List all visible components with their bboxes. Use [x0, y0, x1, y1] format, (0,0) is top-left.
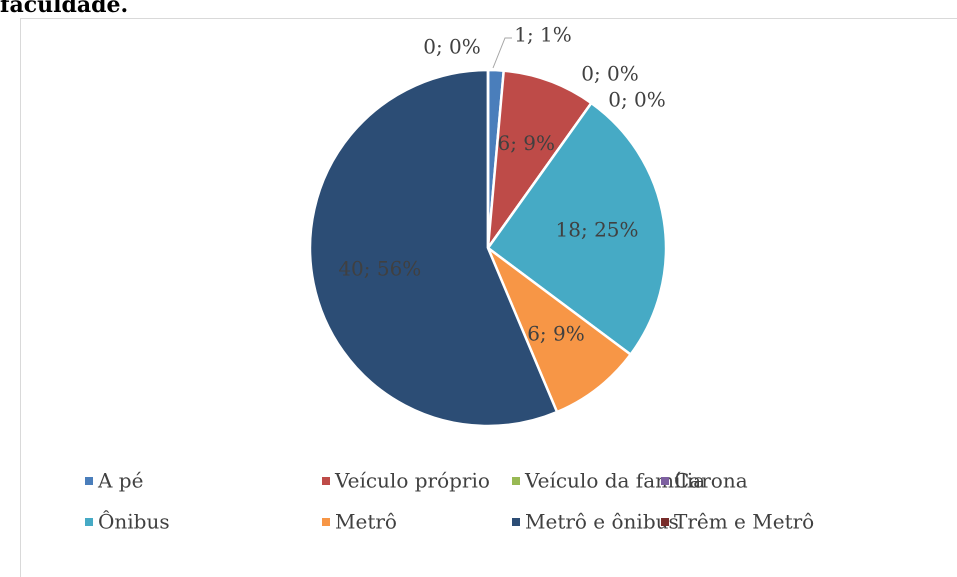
legend-swatch	[85, 477, 93, 485]
data-label: 6; 9%	[527, 321, 585, 345]
legend-swatch	[322, 518, 330, 526]
pie-slice	[486, 69, 594, 253]
pie-slice	[486, 101, 668, 357]
data-label: 40; 56%	[338, 256, 421, 280]
legend-label: Metrô	[335, 510, 397, 534]
legend-swatch	[661, 477, 669, 485]
leader-line	[492, 37, 512, 69]
legend-label: Metrô e ônibus	[525, 510, 679, 534]
legend-swatch	[512, 477, 520, 485]
legend-label: Veículo próprio	[334, 469, 490, 493]
data-label: 18; 25%	[556, 217, 639, 241]
data-label: 1; 1%	[514, 23, 572, 47]
legend-swatch	[512, 518, 520, 526]
data-label: 0; 0%	[608, 88, 666, 112]
legend-swatch	[661, 518, 669, 526]
legend-label: Trêm e Metrô	[674, 510, 814, 534]
legend-swatch	[85, 518, 93, 526]
pie-slice	[485, 244, 633, 414]
data-label: 0; 0%	[423, 35, 481, 59]
legend-label: A pé	[97, 469, 143, 493]
data-label: 0; 0%	[581, 62, 639, 86]
legend-swatch	[322, 477, 330, 485]
legend-label: Ônibus	[98, 509, 170, 534]
legend-label: Carona	[674, 469, 748, 493]
legend-label: Veículo da família	[524, 469, 705, 493]
pie-slice	[308, 68, 559, 428]
data-label: 6; 9%	[497, 131, 555, 155]
chart-title: faculdade.	[0, 0, 128, 18]
